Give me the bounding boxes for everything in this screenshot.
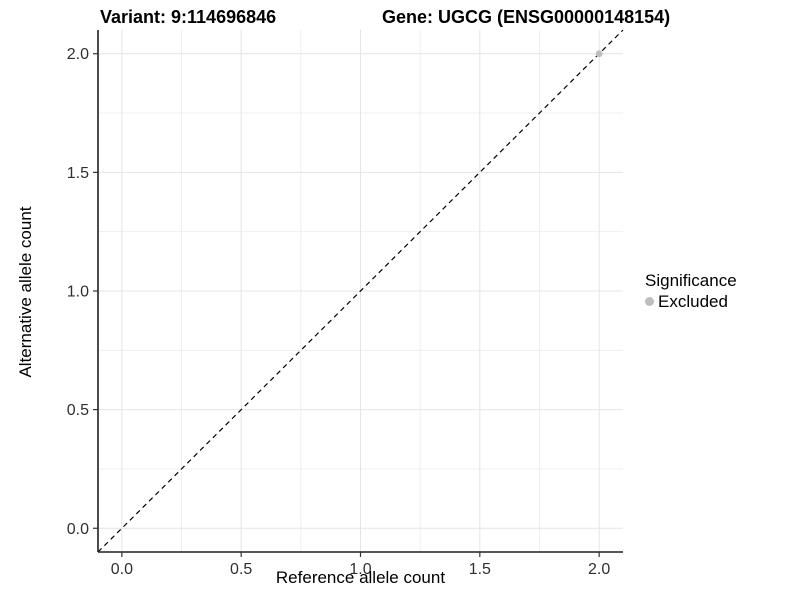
x-tick-label: 0.0 bbox=[111, 561, 133, 578]
y-tick-label: 1.5 bbox=[67, 165, 89, 182]
x-tick-label: 1.5 bbox=[469, 561, 491, 578]
legend-title: Significance bbox=[645, 271, 737, 290]
y-axis-title: Alternative allele count bbox=[16, 206, 35, 378]
y-tick-label: 0.5 bbox=[67, 402, 89, 419]
legend-entry-label: Excluded bbox=[658, 292, 728, 311]
data-point-excluded bbox=[595, 50, 603, 58]
legend-point-icon bbox=[645, 297, 654, 306]
legend-entry-excluded: Excluded bbox=[645, 292, 737, 311]
x-tick-label: 0.5 bbox=[230, 561, 252, 578]
x-tick-label: 1.0 bbox=[349, 561, 371, 578]
y-tick-label: 2.0 bbox=[67, 46, 89, 63]
x-tick-label: 2.0 bbox=[588, 561, 610, 578]
identity-reference-line bbox=[97, 29, 624, 553]
x-axis-title: Reference allele count bbox=[275, 568, 446, 587]
y-tick-label: 0.0 bbox=[67, 521, 89, 538]
legend: Significance Excluded bbox=[645, 271, 737, 311]
plot-title-variant: Variant: 9:114696846 bbox=[100, 7, 277, 27]
plot-title-gene: Gene: UGCG (ENSG00000148154) bbox=[382, 7, 671, 27]
y-tick-label: 1.0 bbox=[67, 284, 89, 301]
